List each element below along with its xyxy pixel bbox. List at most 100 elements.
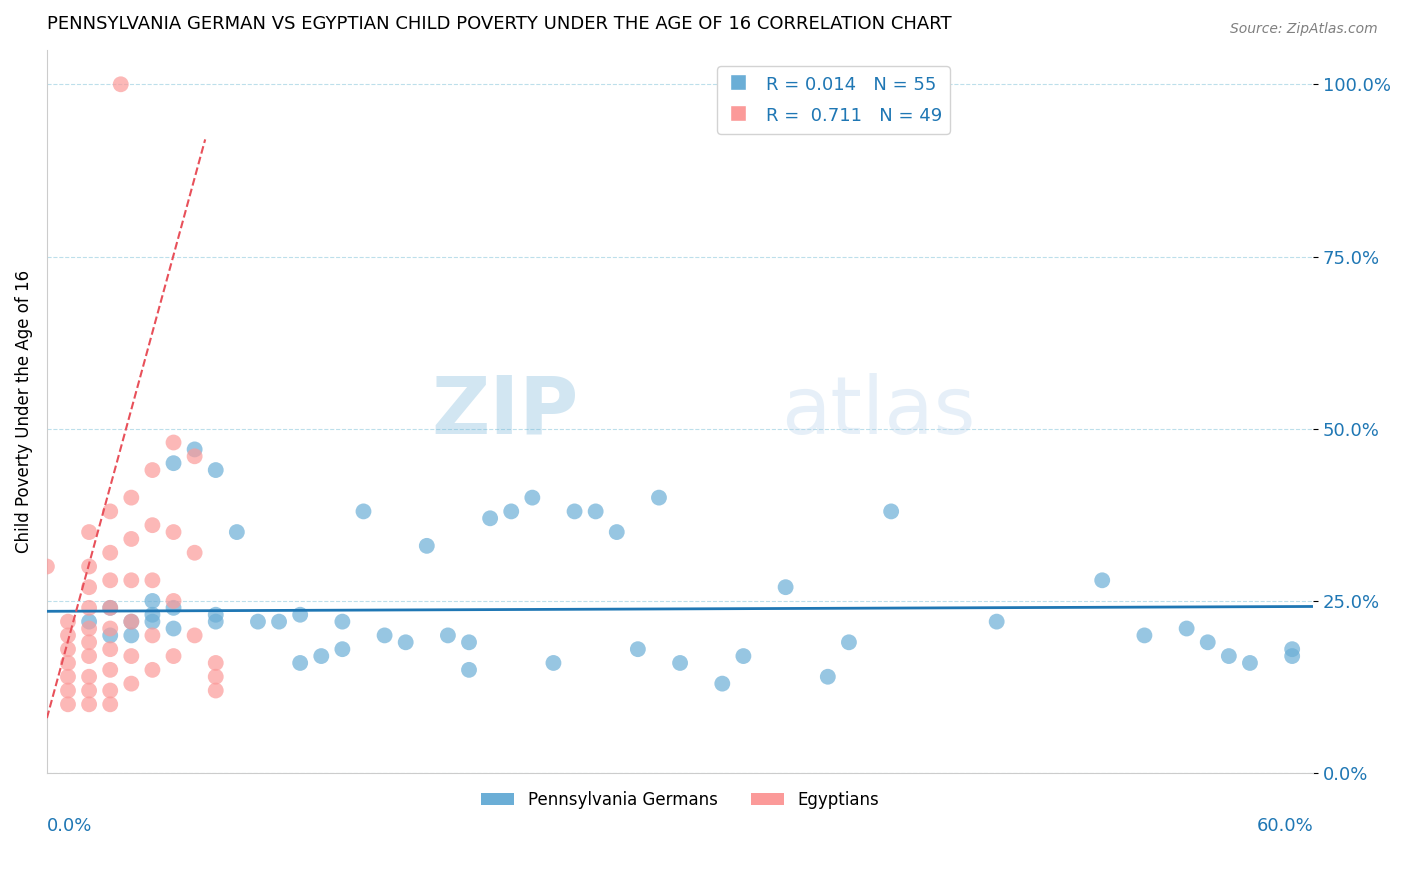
Point xyxy=(98,600,121,615)
Text: Source: ZipAtlas.com: Source: ZipAtlas.com xyxy=(1230,22,1378,37)
Point xyxy=(311,649,333,664)
Point xyxy=(56,615,79,629)
Y-axis label: Child Poverty Under the Age of 16: Child Poverty Under the Age of 16 xyxy=(15,270,32,553)
Point xyxy=(1281,649,1303,664)
Point xyxy=(395,635,418,649)
Point xyxy=(110,77,132,91)
Point xyxy=(416,539,439,553)
Point xyxy=(56,670,79,684)
Point xyxy=(120,676,142,690)
Point xyxy=(374,628,396,642)
Point xyxy=(267,615,290,629)
Point xyxy=(141,518,163,533)
Point xyxy=(162,622,184,636)
Point xyxy=(204,656,226,670)
Point xyxy=(162,524,184,539)
Point xyxy=(204,615,226,629)
Point xyxy=(141,463,163,477)
Point xyxy=(479,511,502,525)
Point xyxy=(733,649,755,664)
Point xyxy=(817,670,839,684)
Point xyxy=(141,615,163,629)
Point xyxy=(183,546,205,560)
Point xyxy=(1197,635,1219,649)
Point xyxy=(77,615,100,629)
Point xyxy=(648,491,671,505)
Point xyxy=(183,450,205,464)
Point xyxy=(56,628,79,642)
Point xyxy=(225,524,247,539)
Point xyxy=(183,442,205,457)
Point xyxy=(458,635,481,649)
Point xyxy=(56,642,79,657)
Point xyxy=(437,628,460,642)
Point xyxy=(120,649,142,664)
Point xyxy=(77,622,100,636)
Point xyxy=(162,600,184,615)
Point xyxy=(353,504,375,518)
Point xyxy=(1239,656,1261,670)
Point xyxy=(775,580,797,594)
Point xyxy=(141,594,163,608)
Text: ZIP: ZIP xyxy=(432,373,579,450)
Point xyxy=(627,642,650,657)
Point xyxy=(77,670,100,684)
Point xyxy=(98,574,121,588)
Point xyxy=(162,456,184,470)
Point xyxy=(183,628,205,642)
Point xyxy=(332,642,354,657)
Point xyxy=(98,698,121,712)
Point xyxy=(711,676,734,690)
Point xyxy=(288,607,311,622)
Point xyxy=(120,628,142,642)
Point xyxy=(98,663,121,677)
Point xyxy=(606,524,628,539)
Text: 60.0%: 60.0% xyxy=(1257,816,1313,835)
Point xyxy=(98,600,121,615)
Point xyxy=(98,628,121,642)
Point xyxy=(838,635,860,649)
Legend: Pennsylvania Germans, Egyptians: Pennsylvania Germans, Egyptians xyxy=(474,784,886,815)
Point xyxy=(204,463,226,477)
Point xyxy=(1218,649,1240,664)
Point xyxy=(56,698,79,712)
Point xyxy=(77,649,100,664)
Point xyxy=(1091,574,1114,588)
Point xyxy=(98,504,121,518)
Point xyxy=(332,615,354,629)
Point xyxy=(98,642,121,657)
Point xyxy=(204,607,226,622)
Point xyxy=(98,546,121,560)
Point xyxy=(141,607,163,622)
Point xyxy=(986,615,1008,629)
Point xyxy=(120,615,142,629)
Point xyxy=(35,559,58,574)
Point xyxy=(669,656,692,670)
Point xyxy=(120,491,142,505)
Point xyxy=(162,649,184,664)
Point xyxy=(246,615,269,629)
Point xyxy=(1175,622,1198,636)
Point xyxy=(77,559,100,574)
Point xyxy=(1133,628,1156,642)
Point xyxy=(56,656,79,670)
Text: 0.0%: 0.0% xyxy=(46,816,93,835)
Text: PENNSYLVANIA GERMAN VS EGYPTIAN CHILD POVERTY UNDER THE AGE OF 16 CORRELATION CH: PENNSYLVANIA GERMAN VS EGYPTIAN CHILD PO… xyxy=(46,15,952,33)
Point xyxy=(585,504,607,518)
Point xyxy=(564,504,586,518)
Point xyxy=(458,663,481,677)
Point xyxy=(120,574,142,588)
Point xyxy=(288,656,311,670)
Point xyxy=(120,532,142,546)
Point xyxy=(204,683,226,698)
Point xyxy=(543,656,565,670)
Point xyxy=(120,615,142,629)
Point xyxy=(77,635,100,649)
Point xyxy=(141,663,163,677)
Point xyxy=(56,683,79,698)
Point xyxy=(501,504,523,518)
Point xyxy=(77,580,100,594)
Point xyxy=(1281,642,1303,657)
Point xyxy=(204,670,226,684)
Point xyxy=(162,435,184,450)
